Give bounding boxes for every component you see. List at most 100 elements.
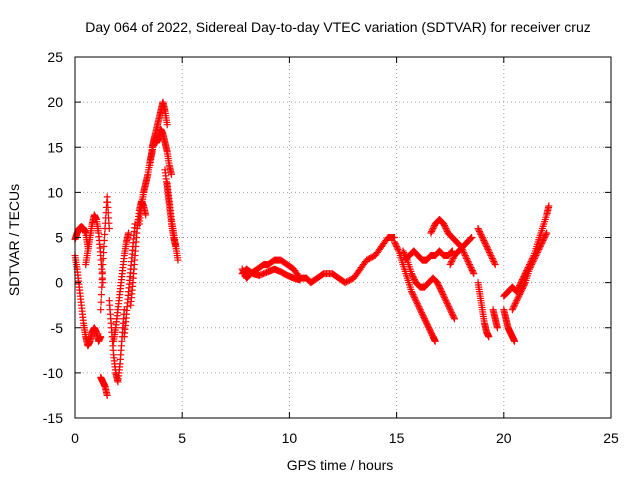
data-point bbox=[430, 223, 438, 231]
data-point bbox=[518, 286, 526, 294]
data-point bbox=[519, 283, 527, 291]
data-point bbox=[412, 297, 420, 305]
data-point bbox=[392, 241, 400, 249]
data-point bbox=[394, 246, 402, 254]
series-segment-p bbox=[238, 265, 304, 284]
data-point bbox=[509, 304, 517, 312]
data-point bbox=[513, 295, 521, 303]
data-point bbox=[408, 270, 416, 278]
series-segment-u bbox=[446, 234, 476, 269]
data-point bbox=[440, 292, 448, 300]
data-point bbox=[511, 300, 519, 308]
data-point bbox=[464, 258, 472, 266]
data-point bbox=[508, 306, 516, 314]
data-point bbox=[462, 253, 470, 261]
data-point bbox=[533, 250, 541, 258]
data-point bbox=[443, 298, 451, 306]
data-point bbox=[413, 300, 421, 308]
data-point bbox=[409, 291, 417, 299]
series-segment-w bbox=[474, 279, 493, 341]
data-point bbox=[485, 333, 493, 341]
data-point bbox=[536, 244, 544, 252]
data-point bbox=[466, 235, 474, 243]
data-point bbox=[448, 310, 456, 318]
data-point bbox=[532, 252, 540, 260]
data-point bbox=[468, 234, 476, 241]
data-point bbox=[435, 283, 443, 291]
x-tick-label: 5 bbox=[178, 430, 186, 446]
data-point bbox=[428, 330, 436, 338]
series-segment-x bbox=[489, 306, 501, 332]
data-point bbox=[491, 259, 499, 267]
data-point bbox=[467, 234, 475, 242]
data-point bbox=[481, 238, 489, 246]
data-point bbox=[428, 227, 436, 235]
data-point bbox=[517, 288, 525, 296]
data-point bbox=[431, 337, 439, 345]
grid-lines bbox=[75, 57, 611, 418]
data-point bbox=[486, 250, 494, 258]
data-point bbox=[172, 243, 180, 251]
data-point bbox=[480, 237, 488, 245]
data-point bbox=[469, 268, 477, 276]
data-point bbox=[533, 249, 541, 257]
data-point bbox=[491, 261, 499, 269]
data-point bbox=[450, 315, 458, 323]
data-point bbox=[445, 304, 453, 312]
data-point bbox=[400, 249, 408, 257]
data-point bbox=[463, 256, 471, 264]
data-point bbox=[476, 227, 484, 235]
data-point bbox=[426, 327, 434, 335]
series-segment-aa bbox=[508, 229, 551, 314]
data-point bbox=[427, 229, 435, 237]
data-point bbox=[420, 315, 428, 323]
data-point bbox=[418, 309, 426, 317]
series-segment-k bbox=[146, 98, 171, 169]
data-point bbox=[543, 229, 551, 237]
data-point bbox=[101, 230, 109, 238]
data-point bbox=[414, 301, 422, 309]
y-tick-label: -10 bbox=[43, 365, 63, 381]
data-point bbox=[488, 253, 496, 261]
data-point bbox=[448, 258, 456, 266]
data-point bbox=[460, 249, 468, 257]
data-point bbox=[540, 235, 548, 243]
data-point bbox=[485, 247, 493, 255]
y-tick-label: 0 bbox=[55, 275, 63, 291]
data-point bbox=[460, 250, 468, 258]
y-tick-label: -15 bbox=[43, 410, 63, 426]
data-point bbox=[445, 303, 453, 311]
data-point bbox=[435, 282, 443, 290]
data-point bbox=[439, 291, 447, 299]
data-point bbox=[444, 301, 452, 309]
x-tick-label: 10 bbox=[282, 430, 298, 446]
data-point bbox=[425, 325, 433, 333]
data-point bbox=[512, 298, 520, 306]
series-segment-z bbox=[500, 306, 519, 345]
y-tick-label: 5 bbox=[55, 230, 63, 246]
chart-title: Day 064 of 2022, Sidereal Day-to-day VTE… bbox=[85, 19, 591, 35]
data-point bbox=[477, 230, 485, 238]
data-point bbox=[415, 304, 423, 312]
series-segment-a bbox=[71, 252, 105, 350]
data-point bbox=[486, 249, 494, 257]
data-point bbox=[97, 298, 105, 306]
data-point bbox=[408, 289, 416, 297]
y-axis-title: SDTVAR / TECUs bbox=[6, 184, 22, 296]
data-point bbox=[425, 324, 433, 332]
data-point bbox=[99, 279, 107, 287]
data-point bbox=[449, 255, 457, 263]
data-point bbox=[429, 224, 437, 232]
x-tick-label: 20 bbox=[496, 430, 512, 446]
data-point bbox=[400, 250, 408, 258]
data-point bbox=[438, 289, 446, 297]
data-point bbox=[518, 285, 526, 293]
data-point bbox=[443, 300, 451, 308]
data-point bbox=[399, 247, 407, 255]
data-point bbox=[448, 309, 456, 317]
data-point bbox=[449, 312, 457, 320]
data-point bbox=[99, 268, 107, 276]
data-point bbox=[167, 170, 175, 178]
data-point bbox=[531, 253, 539, 261]
data-point bbox=[534, 247, 542, 255]
